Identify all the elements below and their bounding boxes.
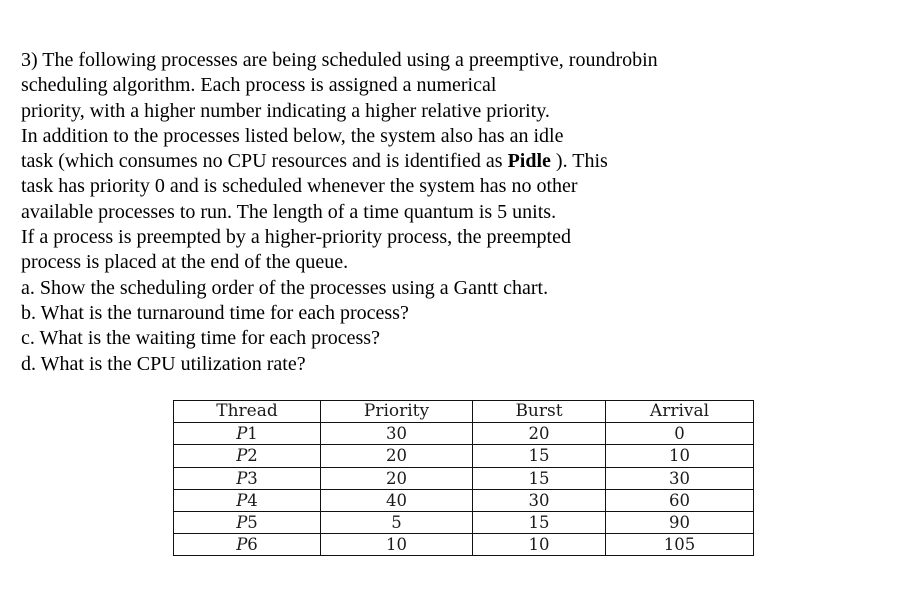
question-line: In addition to the processes listed belo…	[21, 124, 564, 147]
arrival-value: 60	[605, 488, 754, 512]
subquestion-a: a. Show the scheduling order of the proc…	[21, 276, 549, 299]
thread-name: P3	[173, 466, 321, 490]
header-priority: Priority	[320, 399, 473, 424]
burst-value: 15	[472, 510, 606, 535]
table-row: P3 20 15 30	[173, 466, 754, 490]
table-row: P1 30 20 0	[173, 422, 754, 446]
priority-value: 40	[320, 488, 473, 512]
thread-name: P2	[173, 444, 321, 468]
subquestion-c: c. What is the waiting time for each pro…	[21, 327, 380, 350]
thread-name: P5	[173, 510, 321, 535]
burst-value: 30	[472, 488, 606, 512]
process-table: Thread Priority Burst Arrival P1 30 20 0…	[173, 399, 754, 557]
table-row: P6 10 10 105	[173, 533, 754, 557]
question-line: available processes to run. The length o…	[21, 200, 557, 223]
subquestion-d: d. What is the CPU utilization rate?	[21, 352, 306, 375]
priority-value: 20	[320, 466, 473, 490]
pidle-term: Pidle	[507, 150, 551, 173]
priority-value: 5	[320, 510, 473, 535]
arrival-value: 0	[605, 422, 754, 446]
question-line: process is placed at the end of the queu…	[21, 251, 349, 274]
table-row: P4 40 30 60	[173, 488, 754, 512]
arrival-value: 105	[605, 533, 754, 557]
question-line: If a process is preempted by a higher-pr…	[21, 226, 571, 249]
table-row: P2 20 15 10	[173, 444, 754, 468]
thread-name: P1	[173, 422, 321, 446]
question-line: task (which consumes no CPU resources an…	[21, 150, 608, 173]
question-text: 3) The following processes are being sch…	[21, 48, 658, 377]
thread-name: P4	[173, 488, 321, 512]
arrival-value: 90	[605, 510, 754, 535]
question-line: task has priority 0 and is scheduled whe…	[21, 175, 578, 198]
priority-value: 20	[320, 444, 473, 468]
header-arrival: Arrival	[605, 399, 754, 424]
arrival-value: 10	[605, 444, 754, 468]
thread-name: P6	[173, 533, 321, 557]
burst-value: 15	[472, 444, 606, 468]
priority-value: 10	[320, 533, 473, 557]
subquestion-b: b. What is the turnaround time for each …	[21, 301, 409, 324]
header-thread: Thread	[173, 399, 321, 424]
question-line: 3) The following processes are being sch…	[21, 49, 658, 71]
priority-value: 30	[320, 422, 473, 446]
question-line: scheduling algorithm. Each process is as…	[21, 74, 497, 97]
burst-value: 20	[472, 422, 606, 446]
question-line: priority, with a higher number indicatin…	[21, 99, 550, 122]
table-row: P5 5 15 90	[173, 510, 754, 535]
table-header-row: Thread Priority Burst Arrival	[173, 399, 754, 424]
burst-value: 10	[472, 533, 606, 557]
arrival-value: 30	[605, 466, 754, 490]
header-burst: Burst	[472, 399, 606, 424]
burst-value: 15	[472, 466, 606, 490]
